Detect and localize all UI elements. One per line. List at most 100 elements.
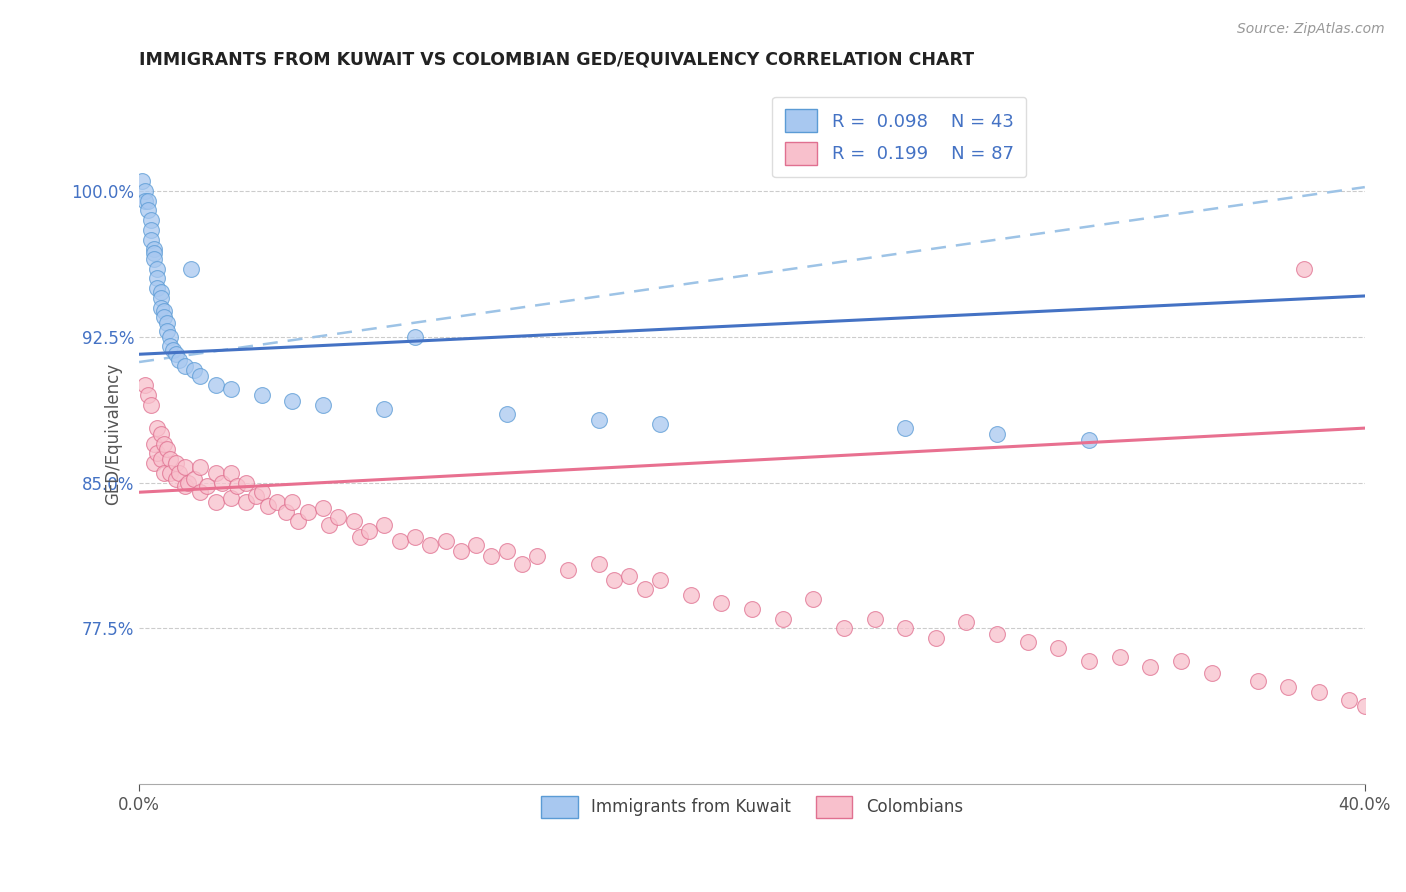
Point: [156, 442, 179, 457]
Point: [312, 398, 335, 412]
Point: [149, 291, 172, 305]
Point: [159, 452, 181, 467]
Point: [481, 549, 503, 564]
Point: [357, 524, 380, 538]
Point: [190, 368, 212, 383]
Point: [204, 466, 226, 480]
Point: [143, 246, 166, 260]
Point: [495, 408, 517, 422]
Point: [342, 515, 364, 529]
Point: [143, 456, 166, 470]
Point: [250, 388, 273, 402]
Point: [134, 194, 156, 208]
Point: [588, 557, 610, 571]
Point: [146, 271, 169, 285]
Point: [226, 479, 249, 493]
Point: [925, 631, 948, 645]
Point: [894, 621, 917, 635]
Point: [648, 573, 671, 587]
Point: [180, 261, 202, 276]
Point: [450, 543, 472, 558]
Point: [1078, 433, 1101, 447]
Point: [465, 538, 488, 552]
Point: [328, 510, 350, 524]
Point: [204, 495, 226, 509]
Point: [281, 495, 304, 509]
Point: [1308, 685, 1330, 699]
Point: [152, 466, 174, 480]
Point: [136, 203, 159, 218]
Point: [557, 563, 579, 577]
Point: [404, 330, 426, 344]
Point: [177, 475, 200, 490]
Point: [167, 466, 190, 480]
Point: [772, 611, 794, 625]
Point: [1078, 654, 1101, 668]
Point: [149, 285, 172, 299]
Point: [679, 588, 702, 602]
Point: [1017, 635, 1039, 649]
Point: [741, 602, 763, 616]
Point: [146, 281, 169, 295]
Point: [149, 452, 172, 467]
Point: [141, 213, 163, 227]
Point: [143, 436, 166, 450]
Point: [174, 479, 197, 493]
Point: [603, 573, 626, 587]
Point: [1201, 665, 1223, 680]
Point: [388, 533, 411, 548]
Point: [1292, 261, 1315, 276]
Point: [204, 378, 226, 392]
Point: [149, 301, 172, 315]
Point: [235, 475, 257, 490]
Point: [297, 505, 319, 519]
Point: [141, 223, 163, 237]
Point: [165, 347, 187, 361]
Point: [174, 460, 197, 475]
Point: [134, 378, 156, 392]
Point: [141, 398, 163, 412]
Point: [955, 615, 977, 630]
Point: [256, 499, 278, 513]
Point: [1139, 660, 1161, 674]
Point: [152, 310, 174, 325]
Point: [863, 611, 886, 625]
Point: [373, 518, 395, 533]
Point: [183, 363, 205, 377]
Point: [404, 530, 426, 544]
Point: [219, 491, 242, 505]
Point: [211, 475, 233, 490]
Point: [174, 359, 197, 373]
Point: [434, 533, 457, 548]
Text: Source: ZipAtlas.com: Source: ZipAtlas.com: [1237, 22, 1385, 37]
Point: [1170, 654, 1192, 668]
Point: [1246, 673, 1268, 688]
Point: [159, 330, 181, 344]
Point: [141, 233, 163, 247]
Point: [219, 382, 242, 396]
Point: [419, 538, 441, 552]
Point: [710, 596, 733, 610]
Point: [245, 489, 267, 503]
Point: [1108, 650, 1130, 665]
Point: [134, 184, 156, 198]
Point: [136, 388, 159, 402]
Point: [149, 426, 172, 441]
Point: [619, 569, 641, 583]
Point: [648, 417, 671, 432]
Point: [165, 456, 187, 470]
Point: [131, 174, 153, 188]
Point: [634, 582, 657, 597]
Point: [266, 495, 288, 509]
Point: [152, 304, 174, 318]
Text: IMMIGRANTS FROM KUWAIT VS COLOMBIAN GED/EQUIVALENCY CORRELATION CHART: IMMIGRANTS FROM KUWAIT VS COLOMBIAN GED/…: [139, 51, 974, 69]
Point: [250, 485, 273, 500]
Point: [318, 518, 340, 533]
Point: [986, 426, 1008, 441]
Point: [156, 316, 179, 330]
Point: [146, 261, 169, 276]
Point: [1277, 680, 1299, 694]
Point: [281, 393, 304, 408]
Point: [894, 421, 917, 435]
Point: [195, 479, 218, 493]
